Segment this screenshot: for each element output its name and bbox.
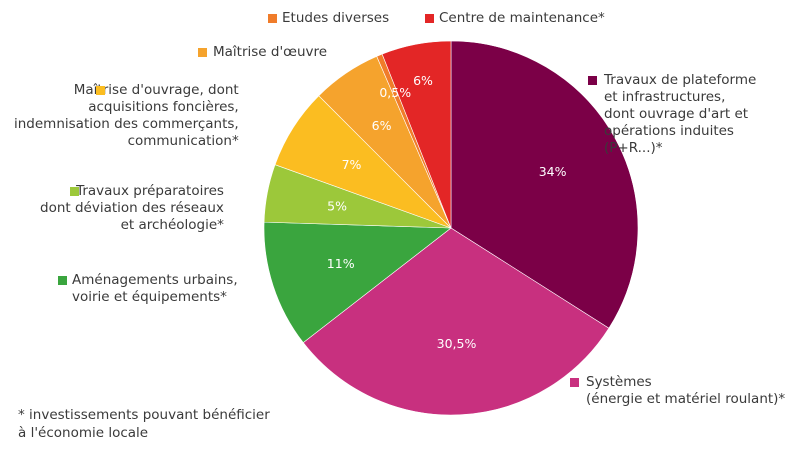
legend-swatch xyxy=(198,48,207,57)
pie-slice-label: 0,5% xyxy=(379,85,411,100)
legend-label: Systèmes (énergie et matériel roulant)* xyxy=(586,374,786,407)
legend-label: Maîtrise d'œuvre xyxy=(213,44,328,60)
pie-slice xyxy=(450,40,639,329)
legend-item-centre-maintenance: Centre de maintenance* xyxy=(425,10,605,27)
pie-slice-label: 5% xyxy=(327,198,347,213)
legend-swatch xyxy=(70,187,79,196)
legend-swatch xyxy=(58,276,67,285)
legend-swatch xyxy=(588,76,597,85)
legend-label: Aménagements urbains, voirie et équipeme… xyxy=(72,272,238,305)
legend-swatch xyxy=(425,14,434,23)
legend-item-maitrise-oeuvre: Maîtrise d'œuvre xyxy=(198,44,327,61)
legend-label: Travaux préparatoires dont déviation des… xyxy=(40,183,224,233)
pie-slice-label: 11% xyxy=(327,256,355,271)
pie-slice-label: 30,5% xyxy=(437,336,477,351)
pie-slice-label: 6% xyxy=(413,73,433,88)
legend-label: Centre de maintenance* xyxy=(439,10,605,26)
legend-item-travaux-preparatoires: Travaux préparatoires dont déviation des… xyxy=(40,183,224,234)
pie-slice-label: 7% xyxy=(342,157,362,172)
pie-slice xyxy=(302,227,610,416)
legend-label: Travaux de plateforme et infrastructures… xyxy=(604,72,757,156)
legend-item-amenagements: Aménagements urbains, voirie et équipeme… xyxy=(58,272,238,306)
legend-swatch xyxy=(268,14,277,23)
legend-item-travaux-plateforme: Travaux de plateforme et infrastructures… xyxy=(588,72,756,157)
legend-label: Maîtrise d'ouvrage, dont acquisitions fo… xyxy=(14,82,239,149)
pie-slice xyxy=(381,40,452,229)
legend-item-etudes-diverses: Etudes diverses xyxy=(268,10,389,27)
legend-swatch xyxy=(96,86,105,95)
pie-slice-label: 6% xyxy=(372,118,392,133)
pie-slice xyxy=(263,221,452,344)
legend-label: Etudes diverses xyxy=(282,10,390,26)
footnote: * investissements pouvant bénéficier à l… xyxy=(18,407,270,441)
pie-slice-label: 34% xyxy=(539,164,567,179)
legend-swatch xyxy=(570,378,579,387)
legend-item-maitrise-ouvrage: Maîtrise d'ouvrage, dont acquisitions fo… xyxy=(14,82,239,150)
legend-item-systemes: Systèmes (énergie et matériel roulant)* xyxy=(570,374,785,408)
